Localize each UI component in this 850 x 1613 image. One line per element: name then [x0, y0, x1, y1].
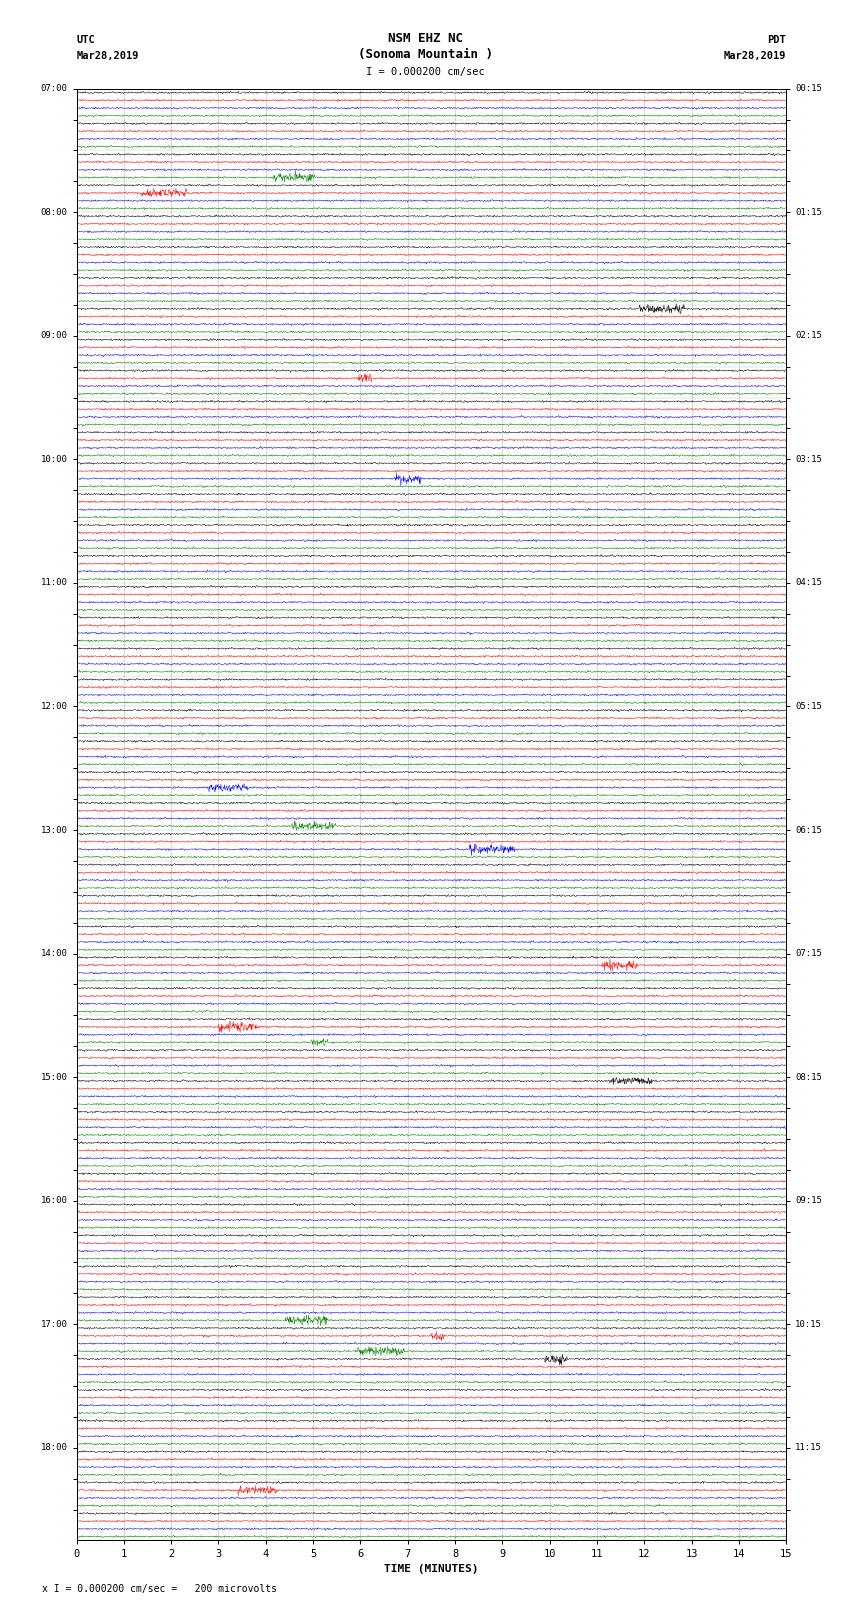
Text: PDT: PDT: [768, 35, 786, 45]
Text: x I = 0.000200 cm/sec =   200 microvolts: x I = 0.000200 cm/sec = 200 microvolts: [42, 1584, 277, 1594]
Text: (Sonoma Mountain ): (Sonoma Mountain ): [358, 48, 492, 61]
Text: Mar28,2019: Mar28,2019: [76, 52, 139, 61]
X-axis label: TIME (MINUTES): TIME (MINUTES): [384, 1563, 479, 1574]
Text: I = 0.000200 cm/sec: I = 0.000200 cm/sec: [366, 68, 484, 77]
Text: UTC: UTC: [76, 35, 95, 45]
Text: NSM EHZ NC: NSM EHZ NC: [388, 32, 462, 45]
Text: Mar28,2019: Mar28,2019: [723, 52, 786, 61]
